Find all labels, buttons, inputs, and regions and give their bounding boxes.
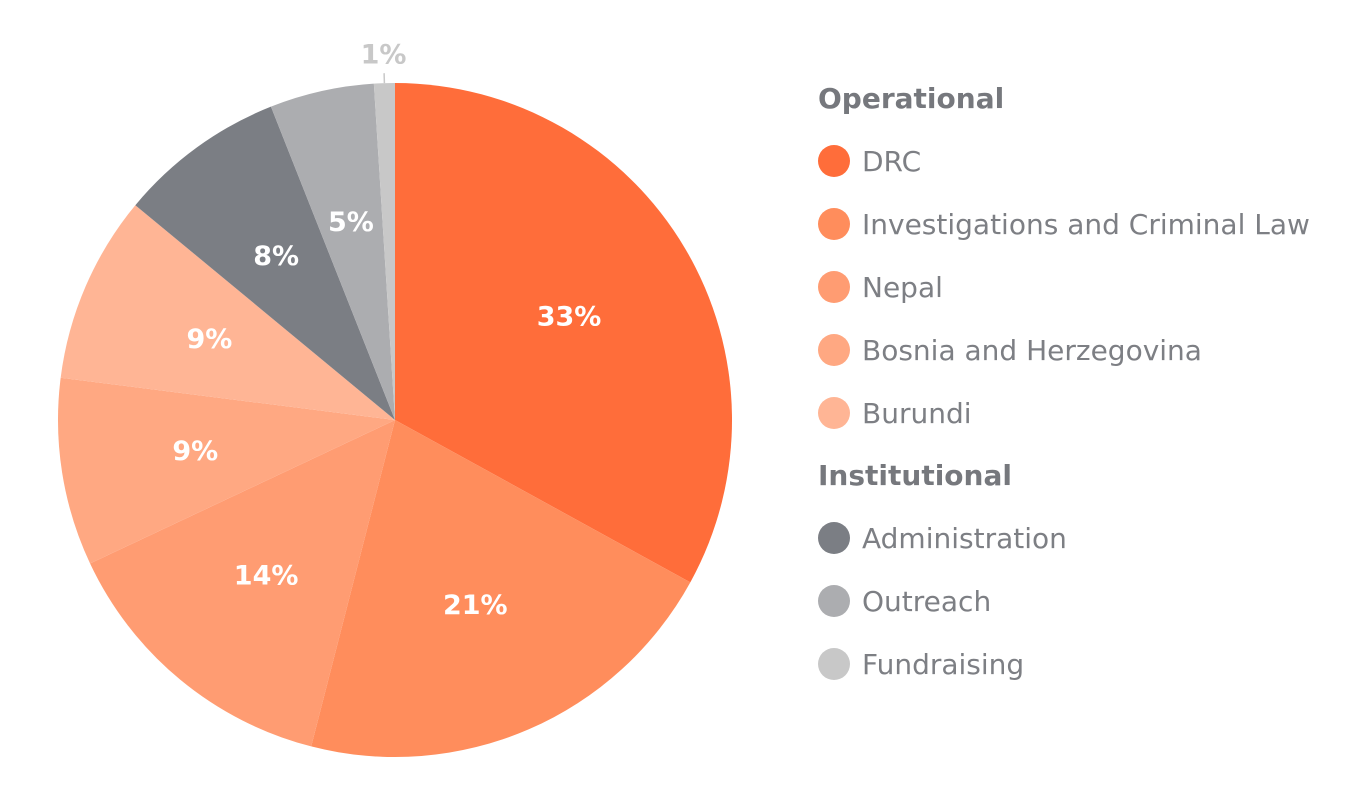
legend-swatch-drc bbox=[818, 145, 850, 177]
pie-slice-fundraising bbox=[373, 82, 395, 420]
legend-swatch-fundraising bbox=[818, 648, 850, 680]
slice-value-label-burundi: 9% bbox=[187, 324, 233, 355]
pie-chart-svg: 33% 21% 14% 9% 9% 8% 5% 1% bbox=[58, 40, 733, 757]
slice-value-label-nepal: 14% bbox=[234, 560, 299, 591]
slice-value-label-bosnia-and-herzegovina: 9% bbox=[172, 436, 218, 467]
legend-label-drc: DRC bbox=[862, 144, 922, 178]
legend-label-burundi: Burundi bbox=[862, 396, 972, 430]
legend-swatch-outreach bbox=[818, 585, 850, 617]
legend-swatch-administration bbox=[818, 522, 850, 554]
legend-item-nepal: Nepal bbox=[818, 266, 1338, 308]
slice-value-label-drc: 33% bbox=[537, 302, 602, 333]
pie-slice-bosnia-and-herzegovina bbox=[58, 377, 396, 564]
legend-item-outreach: Outreach bbox=[818, 580, 1338, 622]
legend-swatch-nepal bbox=[818, 271, 850, 303]
legend-label-bosnia: Bosnia and Herzegovina bbox=[862, 333, 1202, 367]
legend-label-nepal: Nepal bbox=[862, 270, 943, 304]
legend-group-operational: Operational DRC Investigations and Crimi… bbox=[818, 78, 1338, 434]
legend: Operational DRC Investigations and Crimi… bbox=[818, 78, 1338, 706]
legend-group-institutional: Institutional Administration Outreach Fu… bbox=[818, 455, 1338, 685]
legend-group-title-operational: Operational bbox=[818, 82, 1005, 115]
legend-swatch-investigations bbox=[818, 208, 850, 240]
legend-item-administration: Administration bbox=[818, 517, 1338, 559]
slice-value-label-outreach: 5% bbox=[328, 207, 374, 238]
pie-slice-drc bbox=[395, 83, 733, 583]
slice-value-label-investigations-and-criminal-law: 21% bbox=[443, 590, 508, 621]
pie-slice-nepal bbox=[90, 420, 395, 747]
legend-item-drc: DRC bbox=[818, 140, 1338, 182]
pie-slice-investigations-and-criminal-law bbox=[311, 420, 691, 757]
legend-item-burundi: Burundi bbox=[818, 392, 1338, 434]
slice-value-label-administration: 8% bbox=[253, 241, 299, 272]
pie-slice-burundi bbox=[60, 205, 395, 420]
pie-slice-outreach bbox=[270, 83, 395, 420]
legend-label-administration: Administration bbox=[862, 521, 1067, 555]
legend-item-bosnia: Bosnia and Herzegovina bbox=[818, 329, 1338, 371]
legend-item-fundraising: Fundraising bbox=[818, 643, 1338, 685]
legend-label-investigations: Investigations and Criminal Law bbox=[862, 207, 1310, 241]
legend-swatch-burundi bbox=[818, 397, 850, 429]
slice-value-label-fundraising: 1% bbox=[361, 40, 407, 71]
legend-label-outreach: Outreach bbox=[862, 584, 992, 618]
legend-group-title-institutional: Institutional bbox=[818, 459, 1012, 492]
legend-swatch-bosnia bbox=[818, 334, 850, 366]
legend-label-fundraising: Fundraising bbox=[862, 647, 1025, 681]
pie-slice-administration bbox=[135, 106, 395, 421]
legend-item-investigations: Investigations and Criminal Law bbox=[818, 203, 1338, 245]
